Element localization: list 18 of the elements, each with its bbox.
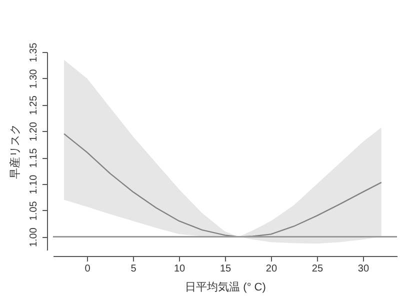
line-series xyxy=(63,133,382,238)
x-tick-label: 0 xyxy=(84,264,91,274)
y-tick-label: 1.15 xyxy=(28,148,40,168)
x-axis-title: 日平均気温 (° C) xyxy=(185,282,266,294)
y-tick-label: 1.20 xyxy=(28,122,40,142)
y-tick-label: 1.05 xyxy=(28,200,40,221)
y-axis-title: 早産リスク xyxy=(8,124,22,179)
x-tick-label: 30 xyxy=(358,264,370,274)
y-tick-label: 1.30 xyxy=(28,68,40,89)
y-tick-label: 1.25 xyxy=(28,95,40,116)
y-tick-label: 1.35 xyxy=(28,42,40,62)
x-tick-label: 15 xyxy=(220,264,232,274)
x-tick-label: 20 xyxy=(266,264,278,274)
y-tick-label: 1.00 xyxy=(28,227,40,248)
x-tick-label: 5 xyxy=(130,264,137,274)
x-tick-label: 25 xyxy=(312,264,324,274)
x-tick-label: 10 xyxy=(174,264,186,274)
y-tick-label: 1.10 xyxy=(28,174,40,194)
